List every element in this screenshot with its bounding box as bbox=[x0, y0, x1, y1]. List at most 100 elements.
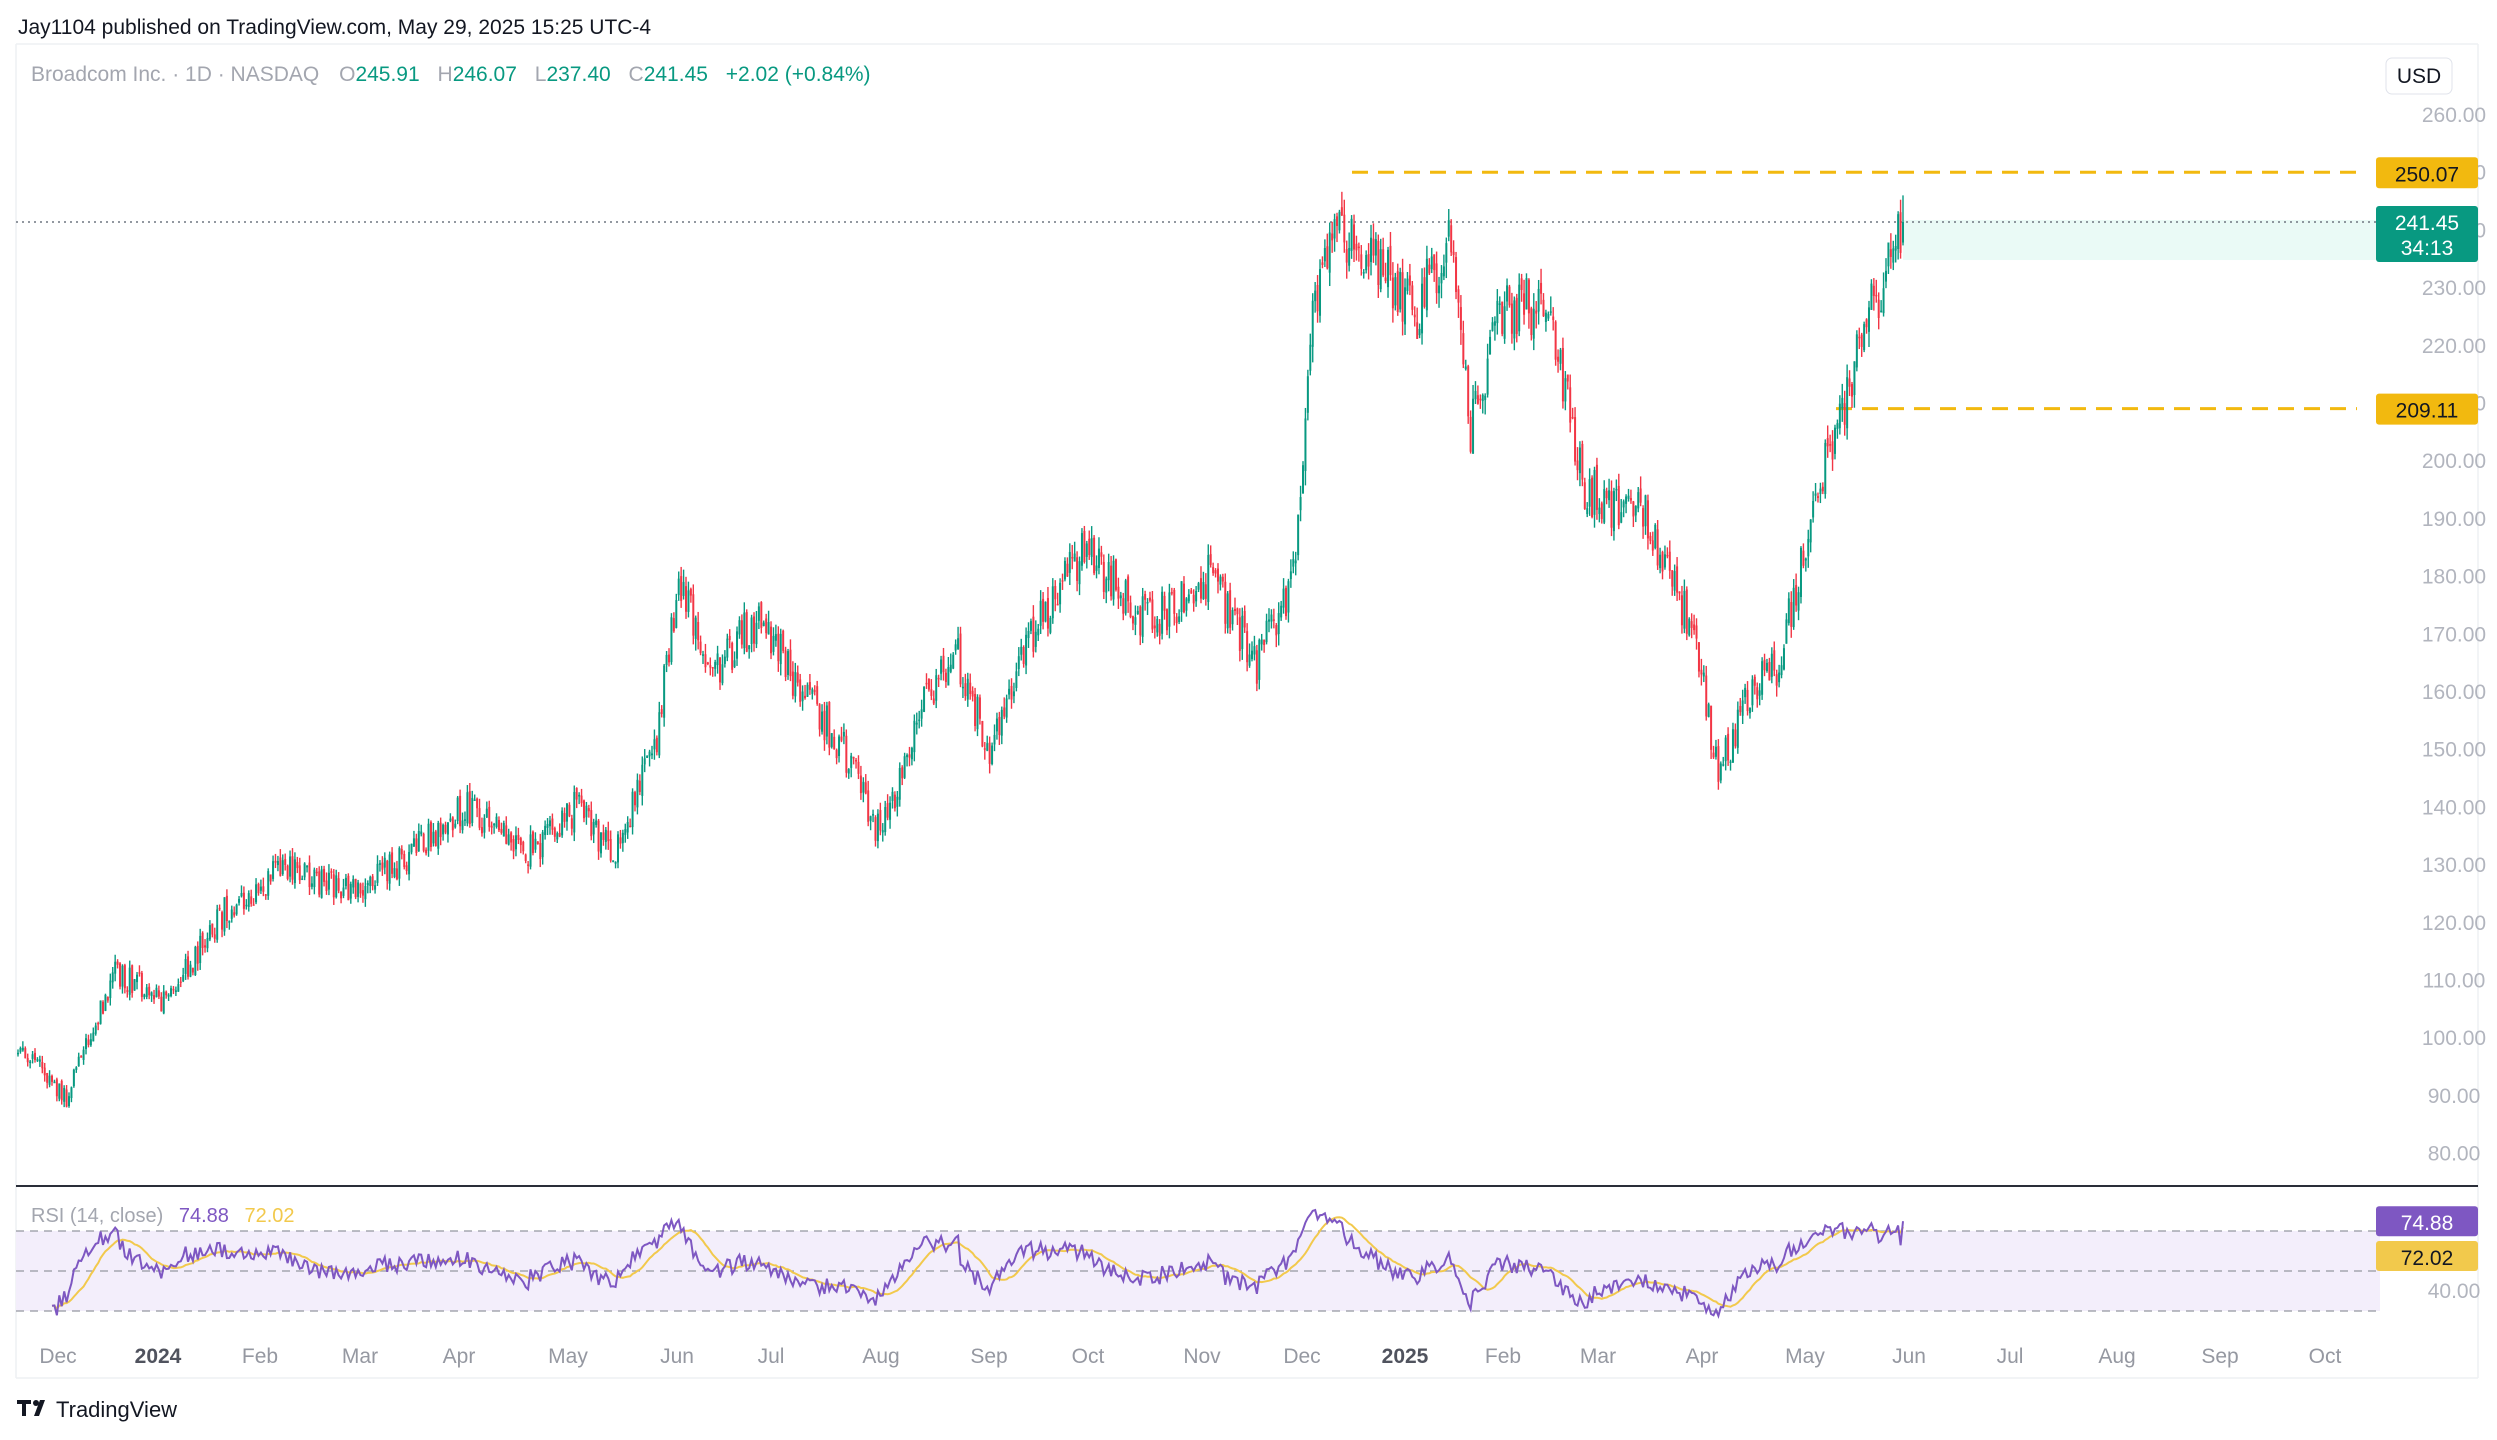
candle[interactable] bbox=[852, 756, 855, 765]
candle[interactable] bbox=[1751, 675, 1754, 712]
candle[interactable] bbox=[354, 878, 357, 900]
candle[interactable] bbox=[1158, 619, 1161, 645]
candle[interactable] bbox=[1180, 581, 1183, 622]
candle[interactable] bbox=[1250, 641, 1253, 662]
candle[interactable] bbox=[983, 742, 986, 760]
candle[interactable] bbox=[1639, 476, 1642, 507]
candle[interactable] bbox=[692, 584, 695, 645]
candle[interactable] bbox=[867, 780, 870, 827]
candle[interactable] bbox=[762, 620, 765, 627]
candle[interactable] bbox=[507, 828, 510, 846]
candle[interactable] bbox=[55, 1077, 58, 1102]
candle[interactable] bbox=[1593, 466, 1596, 528]
candle[interactable] bbox=[689, 587, 692, 603]
candle[interactable] bbox=[225, 889, 228, 929]
candle[interactable] bbox=[582, 799, 585, 823]
candle[interactable] bbox=[595, 813, 598, 828]
candle[interactable] bbox=[833, 729, 836, 750]
candle[interactable] bbox=[259, 879, 262, 894]
candle[interactable] bbox=[915, 712, 918, 735]
candle[interactable] bbox=[182, 967, 185, 983]
candle[interactable] bbox=[1683, 579, 1686, 634]
candle[interactable] bbox=[1122, 592, 1125, 621]
candle[interactable] bbox=[889, 796, 892, 829]
candle[interactable] bbox=[1714, 739, 1717, 760]
candle[interactable] bbox=[1187, 589, 1190, 604]
candle[interactable] bbox=[1233, 597, 1236, 616]
candle[interactable] bbox=[1897, 211, 1900, 260]
candle[interactable] bbox=[519, 836, 522, 854]
candle[interactable] bbox=[97, 1021, 100, 1031]
candle[interactable] bbox=[1056, 592, 1059, 606]
candle[interactable] bbox=[1236, 607, 1239, 626]
candle[interactable] bbox=[961, 677, 964, 699]
candle[interactable] bbox=[184, 953, 187, 980]
candle[interactable] bbox=[1496, 289, 1499, 335]
candle[interactable] bbox=[580, 788, 583, 807]
candle[interactable] bbox=[456, 796, 459, 825]
candle[interactable] bbox=[1902, 195, 1904, 246]
candle[interactable] bbox=[82, 1046, 85, 1065]
candle[interactable] bbox=[1642, 505, 1645, 539]
candle[interactable] bbox=[614, 861, 617, 869]
candle[interactable] bbox=[1889, 233, 1892, 269]
candle[interactable] bbox=[1710, 705, 1713, 759]
candle[interactable] bbox=[1182, 576, 1185, 614]
candle[interactable] bbox=[310, 876, 313, 890]
candle[interactable] bbox=[1561, 337, 1564, 409]
candle[interactable] bbox=[340, 891, 343, 904]
candle[interactable] bbox=[777, 626, 780, 672]
candle[interactable] bbox=[1843, 390, 1846, 436]
candle[interactable] bbox=[658, 701, 661, 759]
candle[interactable] bbox=[859, 765, 862, 800]
candle[interactable] bbox=[408, 844, 411, 881]
candle[interactable] bbox=[1785, 613, 1788, 644]
candle[interactable] bbox=[869, 815, 872, 831]
candle[interactable] bbox=[592, 818, 595, 844]
candle[interactable] bbox=[1212, 562, 1215, 576]
candle[interactable] bbox=[1880, 300, 1883, 313]
candle[interactable] bbox=[24, 1046, 27, 1059]
candle[interactable] bbox=[668, 648, 671, 667]
candle[interactable] bbox=[811, 687, 814, 700]
candle[interactable] bbox=[1787, 592, 1790, 626]
candle[interactable] bbox=[223, 897, 226, 936]
candle[interactable] bbox=[1506, 278, 1509, 311]
candle[interactable] bbox=[1574, 407, 1577, 466]
candle[interactable] bbox=[1690, 613, 1693, 639]
candle[interactable] bbox=[34, 1048, 37, 1063]
candle[interactable] bbox=[201, 931, 204, 956]
candle[interactable] bbox=[1418, 323, 1421, 339]
candle[interactable] bbox=[801, 685, 804, 711]
candle[interactable] bbox=[21, 1041, 24, 1052]
candle[interactable] bbox=[1095, 555, 1098, 579]
candle[interactable] bbox=[541, 829, 544, 865]
candle[interactable] bbox=[1255, 644, 1258, 692]
candle[interactable] bbox=[1870, 279, 1873, 310]
candle[interactable] bbox=[206, 932, 209, 953]
candle[interactable] bbox=[1608, 478, 1611, 508]
candle[interactable] bbox=[1493, 316, 1496, 341]
candle[interactable] bbox=[1780, 656, 1783, 679]
candle[interactable] bbox=[719, 657, 722, 690]
candle[interactable] bbox=[1440, 265, 1443, 299]
candle[interactable] bbox=[497, 816, 500, 833]
candle[interactable] bbox=[298, 857, 301, 885]
candle[interactable] bbox=[1127, 574, 1130, 613]
candle[interactable] bbox=[26, 1053, 29, 1067]
candle[interactable] bbox=[442, 823, 445, 841]
candle[interactable] bbox=[1216, 563, 1219, 594]
candle[interactable] bbox=[174, 986, 177, 996]
candle[interactable] bbox=[1564, 371, 1567, 411]
candle[interactable] bbox=[830, 733, 833, 749]
candle[interactable] bbox=[1629, 489, 1632, 504]
candle[interactable] bbox=[140, 970, 143, 1002]
candle[interactable] bbox=[1826, 425, 1829, 458]
candle[interactable] bbox=[1311, 293, 1314, 363]
candle[interactable] bbox=[1625, 494, 1628, 514]
candle[interactable] bbox=[48, 1070, 51, 1088]
candle[interactable] bbox=[1090, 526, 1093, 566]
candle[interactable] bbox=[267, 868, 270, 900]
candle[interactable] bbox=[1858, 327, 1861, 350]
